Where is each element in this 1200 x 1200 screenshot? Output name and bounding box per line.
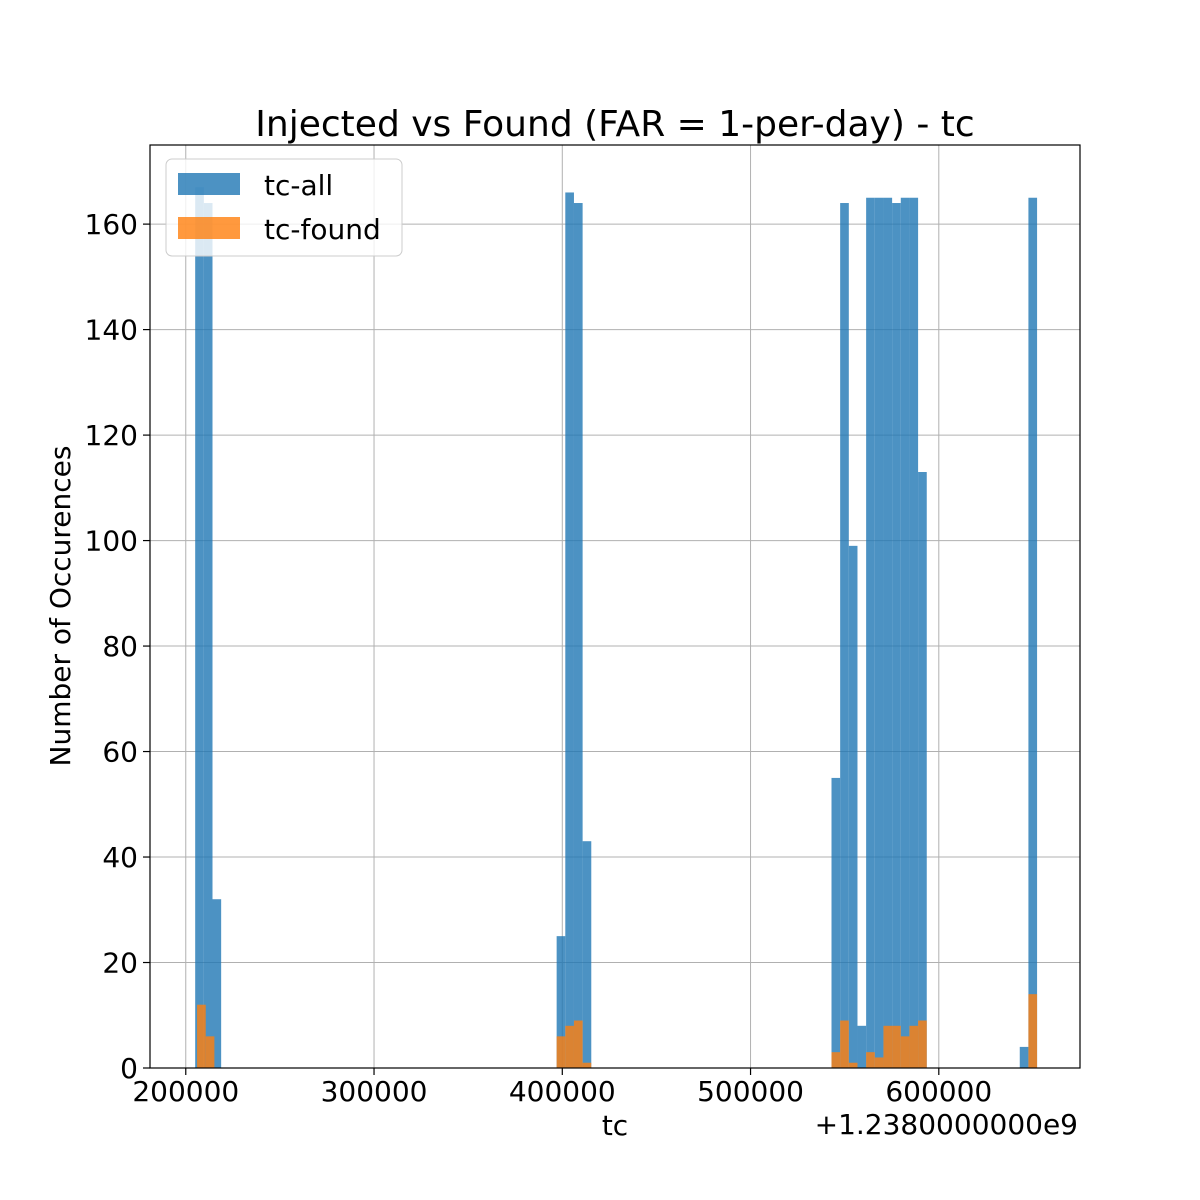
bar-tc-all-4 — [565, 192, 574, 1068]
bar-tc-found-0 — [197, 1004, 206, 1068]
y-tick-label-7: 140 — [85, 314, 138, 347]
bar-tc-all-11 — [866, 197, 875, 1068]
bar-tc-all-9 — [848, 545, 858, 1068]
bar-tc-found-2 — [556, 1036, 566, 1068]
legend: tc-all tc-found — [165, 158, 403, 257]
bar-tc-all-19 — [1028, 197, 1038, 1068]
bar-tc-all-18 — [1019, 1046, 1029, 1068]
y-tick-label-2: 40 — [102, 841, 138, 874]
bar-tc-all-6 — [582, 841, 592, 1068]
y-axis-label: Number of Occurences — [44, 446, 77, 767]
bar-tc-all-10 — [857, 1025, 867, 1068]
y-tick-label-4: 80 — [102, 630, 138, 663]
x-tick-label-1: 300000 — [321, 1075, 428, 1108]
chart-title: Injected vs Found (FAR = 1-per-day) - tc — [255, 104, 974, 145]
bar-tc-found-9 — [866, 1052, 875, 1068]
x-tick-label-2: 400000 — [509, 1075, 616, 1108]
plot-frame — [149, 144, 1081, 1069]
bar-tc-all-12 — [874, 197, 884, 1068]
bar-tc-all-7 — [831, 777, 841, 1068]
bar-tc-found-12 — [892, 1025, 901, 1068]
bar-tc-found-8 — [848, 1062, 858, 1068]
bar-tc-found-15 — [918, 1020, 927, 1068]
bar-tc-all-14 — [892, 203, 901, 1068]
bar-tc-found-3 — [565, 1025, 574, 1068]
legend-swatch-tc-found — [178, 217, 240, 239]
bar-tc-found-7 — [840, 1020, 849, 1068]
y-tick-label-8: 160 — [85, 208, 138, 241]
y-tick-label-3: 60 — [102, 736, 138, 769]
x-tick-label-0: 200000 — [132, 1075, 239, 1108]
y-axis-ticks: 0 20 40 60 80 100 120 140 160 — [85, 208, 150, 1085]
bar-tc-all-5 — [573, 203, 583, 1068]
x-axis-offset-label: +1.2380000000e9 — [815, 1108, 1078, 1141]
bar-tc-found-10 — [874, 1057, 884, 1068]
bar-tc-all-0 — [195, 187, 204, 1069]
bar-tc-all-2 — [212, 899, 222, 1068]
histogram-bars — [195, 187, 1038, 1069]
x-tick-label-4: 600000 — [885, 1075, 992, 1108]
bar-tc-all-15 — [900, 197, 910, 1068]
bar-tc-found-1 — [205, 1036, 215, 1068]
bar-tc-found-16 — [1028, 994, 1038, 1068]
legend-label-tc-found: tc-found — [264, 213, 381, 246]
bar-tc-all-13 — [883, 197, 893, 1068]
bar-tc-found-5 — [582, 1062, 592, 1068]
bar-tc-found-14 — [909, 1025, 919, 1068]
bar-tc-all-17 — [918, 472, 927, 1068]
bar-tc-found-6 — [831, 1052, 841, 1068]
legend-swatch-tc-all — [178, 173, 240, 195]
x-axis-ticks: 200000 300000 400000 500000 600000 — [132, 1068, 992, 1108]
y-tick-label-0: 0 — [120, 1052, 138, 1085]
bar-tc-all-16 — [909, 197, 919, 1068]
bar-tc-all-8 — [840, 203, 849, 1068]
bar-tc-all-1 — [203, 203, 213, 1068]
bar-tc-all-3 — [556, 936, 566, 1068]
bar-tc-found-11 — [883, 1025, 893, 1068]
y-tick-label-5: 100 — [85, 525, 138, 558]
bar-tc-found-4 — [573, 1020, 583, 1068]
x-tick-label-3: 500000 — [697, 1075, 804, 1108]
y-tick-label-6: 120 — [85, 419, 138, 452]
legend-label-tc-all: tc-all — [264, 169, 333, 202]
y-tick-label-1: 20 — [102, 947, 138, 980]
grid — [150, 145, 1080, 1069]
x-axis-label: tc — [602, 1109, 628, 1142]
bar-tc-found-13 — [900, 1036, 910, 1068]
